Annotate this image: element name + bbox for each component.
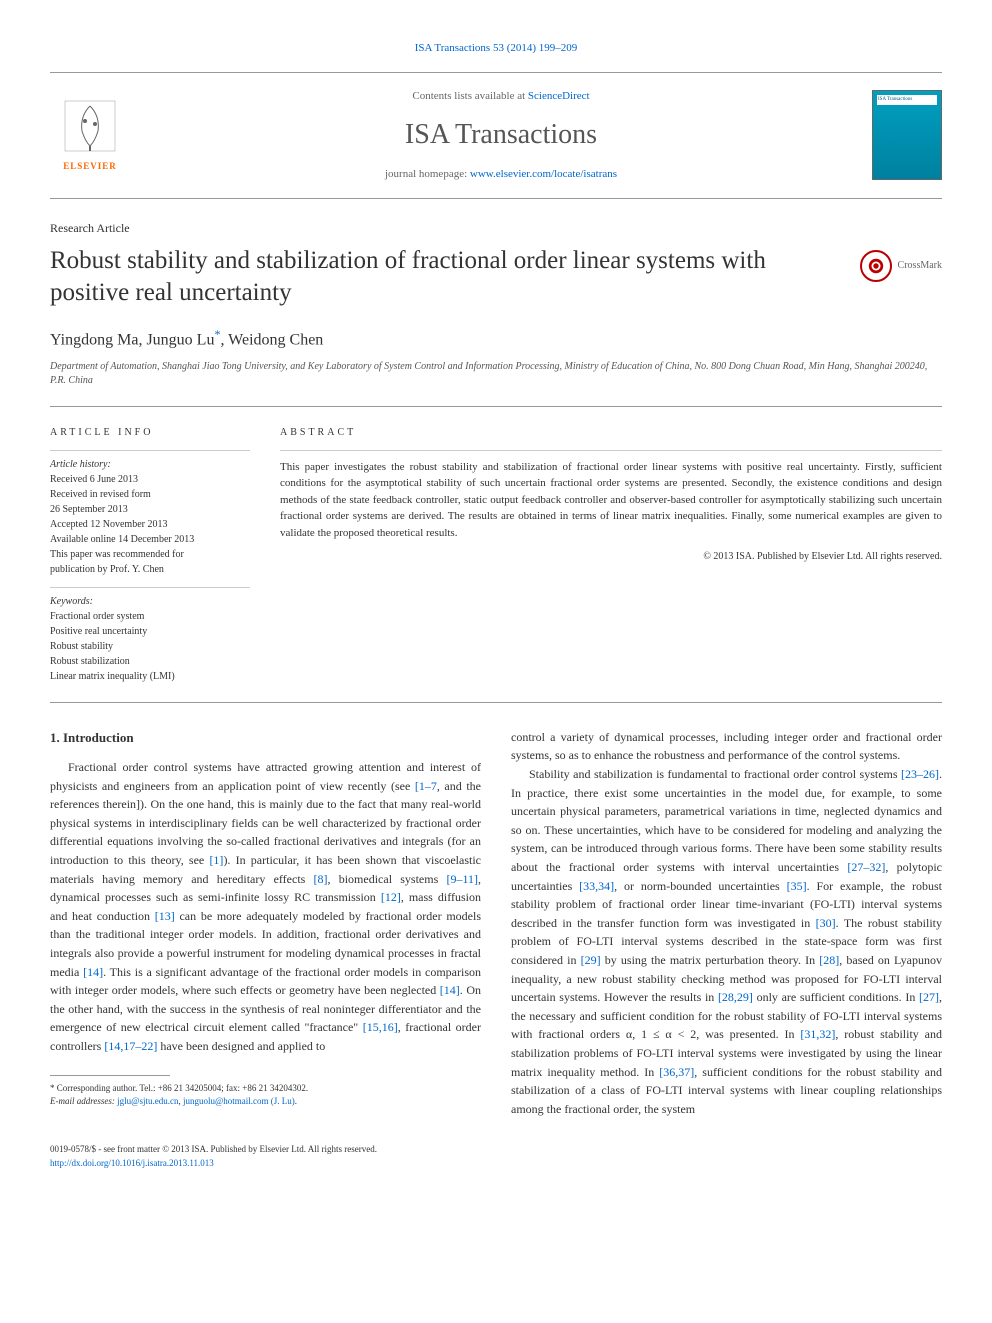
- authors-part2: , Weidong Chen: [220, 331, 323, 348]
- reference-link[interactable]: [23–26]: [901, 767, 939, 781]
- reference-link[interactable]: [14]: [440, 983, 460, 997]
- reference-link[interactable]: [28]: [819, 953, 839, 967]
- body-text: . In practice, there exist some uncertai…: [511, 767, 942, 874]
- body-paragraph: Fractional order control systems have at…: [50, 758, 481, 1056]
- body-text: . This is a significant advantage of the…: [50, 965, 481, 998]
- keyword: Robust stability: [50, 639, 250, 654]
- homepage-line: journal homepage: www.elsevier.com/locat…: [130, 166, 872, 183]
- article-info-column: ARTICLE INFO Article history: Received 6…: [50, 425, 250, 684]
- keywords-label: Keywords:: [50, 594, 250, 609]
- corresponding-author-line: * Corresponding author. Tel.: +86 21 342…: [50, 1082, 481, 1095]
- reference-link[interactable]: [14]: [83, 965, 103, 979]
- abstract-text: This paper investigates the robust stabi…: [280, 450, 942, 542]
- issn-line: 0019-0578/$ - see front matter © 2013 IS…: [50, 1143, 942, 1157]
- reference-link[interactable]: [29]: [581, 953, 601, 967]
- keywords-block: Keywords: Fractional order system Positi…: [50, 587, 250, 684]
- email-end: .: [295, 1096, 297, 1106]
- body-paragraph: Stability and stabilization is fundament…: [511, 765, 942, 1118]
- history-line: 26 September 2013: [50, 502, 250, 517]
- body-text: have been designed and applied to: [157, 1039, 325, 1053]
- cover-title: ISA Transactions: [877, 95, 937, 105]
- body-column-right: control a variety of dynamical processes…: [511, 728, 942, 1118]
- divider: [50, 406, 942, 407]
- reference-link[interactable]: [1–7: [415, 779, 437, 793]
- header-center: Contents lists available at ScienceDirec…: [130, 88, 872, 183]
- body-paragraph: control a variety of dynamical processes…: [511, 728, 942, 765]
- history-line: This paper was recommended for: [50, 547, 250, 562]
- reference-link[interactable]: [27]: [919, 990, 939, 1004]
- keyword: Positive real uncertainty: [50, 624, 250, 639]
- footnote-divider: [50, 1075, 170, 1076]
- history-line: Available online 14 December 2013: [50, 532, 250, 547]
- abstract-heading: ABSTRACT: [280, 425, 942, 440]
- crossmark-badge[interactable]: CrossMark: [860, 250, 942, 282]
- history-line: Accepted 12 November 2013: [50, 517, 250, 532]
- homepage-link[interactable]: www.elsevier.com/locate/isatrans: [470, 168, 617, 180]
- journal-header: ELSEVIER Contents lists available at Sci…: [50, 72, 942, 199]
- doi-link[interactable]: http://dx.doi.org/10.1016/j.isatra.2013.…: [50, 1158, 214, 1168]
- title-row: Robust stability and stabilization of fr…: [50, 245, 942, 310]
- body-text: , or norm-bounded uncertainties: [614, 879, 786, 893]
- divider: [50, 702, 942, 703]
- corresponding-footnote: * Corresponding author. Tel.: +86 21 342…: [50, 1082, 481, 1107]
- reference-link[interactable]: [27–32]: [847, 860, 885, 874]
- reference-link[interactable]: [12]: [381, 890, 401, 904]
- article-history-block: Article history: Received 6 June 2013 Re…: [50, 450, 250, 577]
- body-text: only are sufficient conditions. In: [753, 990, 919, 1004]
- article-info-heading: ARTICLE INFO: [50, 425, 250, 440]
- section-heading: 1. Introduction: [50, 728, 481, 748]
- keyword: Fractional order system: [50, 609, 250, 624]
- reference-link[interactable]: [9–11]: [446, 872, 478, 886]
- email-link[interactable]: junguolu@hotmail.com (J. Lu): [183, 1096, 295, 1106]
- email-line: E-mail addresses: jglu@sjtu.edu.cn, jung…: [50, 1095, 481, 1108]
- email-label: E-mail addresses:: [50, 1096, 117, 1106]
- abstract-copyright: © 2013 ISA. Published by Elsevier Ltd. A…: [280, 549, 942, 564]
- affiliation: Department of Automation, Shanghai Jiao …: [50, 360, 942, 388]
- info-abstract-row: ARTICLE INFO Article history: Received 6…: [50, 425, 942, 684]
- body-text: , biomedical systems: [328, 872, 447, 886]
- history-label: Article history:: [50, 457, 250, 472]
- reference-link[interactable]: [33,34]: [579, 879, 614, 893]
- history-line: publication by Prof. Y. Chen: [50, 562, 250, 577]
- journal-cover-thumbnail[interactable]: ISA Transactions: [872, 90, 942, 180]
- reference-link[interactable]: [35]: [787, 879, 807, 893]
- reference-link[interactable]: [8]: [314, 872, 328, 886]
- page-footer: 0019-0578/$ - see front matter © 2013 IS…: [50, 1143, 942, 1170]
- contents-prefix: Contents lists available at: [412, 90, 527, 102]
- keyword: Robust stabilization: [50, 654, 250, 669]
- crossmark-icon: [860, 250, 892, 282]
- history-line: Received 6 June 2013: [50, 472, 250, 487]
- body-columns: 1. Introduction Fractional order control…: [50, 728, 942, 1118]
- journal-citation[interactable]: ISA Transactions 53 (2014) 199–209: [50, 40, 942, 57]
- reference-link[interactable]: [15,16]: [363, 1020, 398, 1034]
- history-line: Received in revised form: [50, 487, 250, 502]
- authors: Yingdong Ma, Junguo Lu*, Weidong Chen: [50, 325, 942, 352]
- reference-link[interactable]: [28,29]: [718, 990, 753, 1004]
- reference-link[interactable]: [1]: [209, 853, 223, 867]
- homepage-prefix: journal homepage:: [385, 168, 470, 180]
- article-type: Research Article: [50, 219, 942, 237]
- article-title: Robust stability and stabilization of fr…: [50, 245, 840, 310]
- crossmark-label: CrossMark: [898, 258, 942, 273]
- reference-link[interactable]: [13]: [155, 909, 175, 923]
- email-link[interactable]: jglu@sjtu.edu.cn: [117, 1096, 178, 1106]
- sciencedirect-link[interactable]: ScienceDirect: [528, 90, 590, 102]
- contents-line: Contents lists available at ScienceDirec…: [130, 88, 872, 105]
- reference-link[interactable]: [30]: [816, 916, 836, 930]
- body-text: by using the matrix perturbation theory.…: [601, 953, 820, 967]
- reference-link[interactable]: [36,37]: [659, 1065, 694, 1079]
- elsevier-label: ELSEVIER: [63, 160, 117, 174]
- body-text: Stability and stabilization is fundament…: [529, 767, 901, 781]
- reference-link[interactable]: [14,17–22]: [104, 1039, 157, 1053]
- reference-link[interactable]: [31,32]: [800, 1027, 835, 1041]
- body-column-left: 1. Introduction Fractional order control…: [50, 728, 481, 1118]
- keyword: Linear matrix inequality (LMI): [50, 669, 250, 684]
- journal-name: ISA Transactions: [130, 114, 872, 156]
- elsevier-tree-icon: [60, 96, 120, 156]
- abstract-column: ABSTRACT This paper investigates the rob…: [280, 425, 942, 684]
- authors-part1: Yingdong Ma, Junguo Lu: [50, 331, 214, 348]
- elsevier-logo[interactable]: ELSEVIER: [50, 90, 130, 180]
